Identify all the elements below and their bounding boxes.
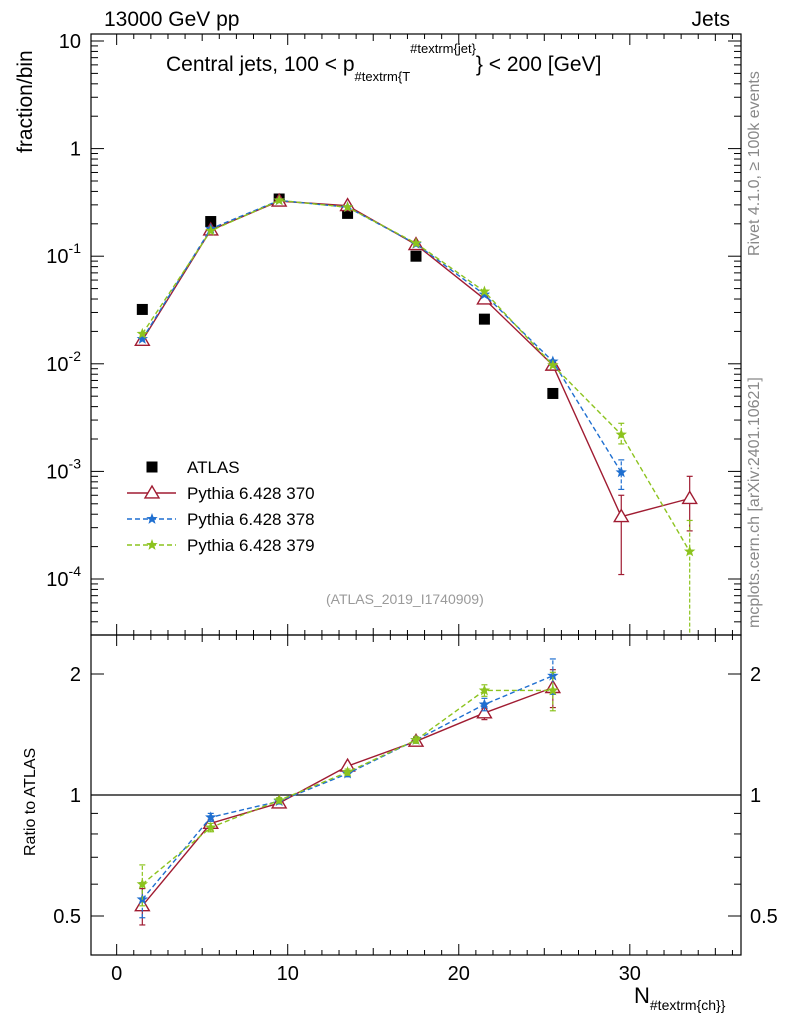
x-axis-label-subscript: #textrm{ch}} xyxy=(649,997,726,1013)
ratio-data-point xyxy=(273,794,285,806)
data-point xyxy=(136,303,148,315)
data-point xyxy=(547,359,559,371)
legend-label: Pythia 6.428 379 xyxy=(187,536,315,555)
series-pythia-6.428-378 xyxy=(136,194,627,491)
ratio-y-tick-label-right: 1 xyxy=(750,785,761,807)
legend-item: Pythia 6.428 378 xyxy=(127,510,315,529)
ratio-data-point xyxy=(547,684,559,696)
y-tick-label: 10-3 xyxy=(46,455,81,483)
ratio-series-pythia-6.428-379 xyxy=(136,671,559,907)
ratio-y-tick-label-right: 2 xyxy=(750,664,761,686)
ratio-ylabel: Ratio to ATLAS xyxy=(22,747,39,856)
analysis-watermark: (ATLAS_2019_I1740909) xyxy=(326,591,484,607)
data-point xyxy=(410,237,422,249)
y-tick-label: 1 xyxy=(70,139,81,161)
legend-marker xyxy=(143,484,161,499)
ratio-series-group xyxy=(134,658,562,926)
header-right-label: Jets xyxy=(691,8,730,31)
legend-marker xyxy=(146,539,158,550)
chart-title: Central jets, 100 < p#textrm{T #textrm{je… xyxy=(166,41,602,84)
ratio-y-tick-label-left: 1 xyxy=(70,785,81,807)
legend-item: ATLAS xyxy=(146,458,240,477)
ratio-data-point xyxy=(547,669,559,681)
data-point xyxy=(273,194,285,206)
main-ylabel: fraction/bin xyxy=(14,50,37,153)
ratio-data-point xyxy=(136,878,149,890)
chart-title-superscript: #textrm{jet} xyxy=(410,41,476,56)
series-pythia-6.428-379 xyxy=(136,194,696,635)
ratio-data-point xyxy=(205,811,217,823)
x-tick-label: 30 xyxy=(619,963,641,985)
x-axis-label: N#textrm{ch}} xyxy=(634,983,725,1013)
data-point xyxy=(341,201,354,213)
data-point xyxy=(613,508,630,523)
y-tick-label: 10-2 xyxy=(46,348,81,376)
ratio-data-point xyxy=(478,684,491,696)
data-point xyxy=(478,285,491,297)
main-plot-panel: 10 1 10-1 10-2 10-3 10-4 ATLAS Pythia 6.428 370… xyxy=(46,31,742,636)
data-point xyxy=(683,545,696,557)
data-point xyxy=(410,250,422,262)
legend-marker xyxy=(146,461,158,473)
x-tick-label: 10 xyxy=(277,963,299,985)
legend-marker xyxy=(146,513,158,524)
mcplots-reference-note: mcplots.cern.ch [arXiv:2401.10621] xyxy=(746,377,763,628)
data-point xyxy=(478,313,490,325)
ratio-y-tick-label-left: 0.5 xyxy=(53,906,81,928)
series-atlas xyxy=(136,193,559,399)
legend-item: Pythia 6.428 379 xyxy=(127,536,315,555)
legend-label: Pythia 6.428 378 xyxy=(187,510,315,529)
x-tick-label: 0 xyxy=(111,963,122,985)
ratio-data-point xyxy=(478,698,491,710)
data-point xyxy=(205,216,217,228)
y-tick-label: 10 xyxy=(59,31,81,53)
data-point xyxy=(615,466,627,478)
x-tick-label: 20 xyxy=(448,963,470,985)
ratio-y-tick-label-left: 2 xyxy=(70,664,81,686)
ratio-data-point xyxy=(410,734,422,745)
data-point xyxy=(205,224,217,236)
legend-item: Pythia 6.428 370 xyxy=(127,484,315,503)
ratio-data-point xyxy=(341,766,354,777)
data-point xyxy=(342,207,354,219)
chart-title-subscript: #textrm{T xyxy=(354,69,411,84)
ratio-series-pythia-6.428-378 xyxy=(136,658,559,919)
y-tick-label: 10-4 xyxy=(46,563,81,591)
ratio-series-line xyxy=(141,686,554,907)
ratio-series-line xyxy=(141,689,553,885)
legend-label: ATLAS xyxy=(187,458,240,477)
ratio-series-pythia-6.428-370 xyxy=(134,669,562,926)
ratio-series-line xyxy=(141,675,554,900)
ratio-data-point xyxy=(476,704,493,719)
legend-label: Pythia 6.428 370 xyxy=(187,484,315,503)
header-left-label: 13000 GeV pp xyxy=(104,8,240,31)
ratio-plot-panel: 0 10 20 30 0.5 0.5 1 1 2 2 xyxy=(53,634,778,985)
chart-title-tail: } < 200 [GeV] xyxy=(475,53,602,76)
chart-title-main: Central jets, 100 < p xyxy=(166,53,355,76)
data-point xyxy=(547,387,559,399)
data-point xyxy=(136,333,149,344)
ratio-y-tick-label-right: 0.5 xyxy=(750,906,778,928)
data-point xyxy=(136,327,149,339)
data-point xyxy=(681,490,698,505)
data-point xyxy=(615,428,627,440)
y-tick-label: 10-1 xyxy=(46,240,81,268)
x-axis-label-main: N xyxy=(634,983,650,1008)
series-line xyxy=(141,199,622,473)
legend-group: ATLAS Pythia 6.428 370 Pythia 6.428 378 Pyt… xyxy=(127,458,315,555)
main-series-group xyxy=(134,192,698,635)
ratio-data-point xyxy=(205,821,217,833)
rivet-version-note: Rivet 4.1.0, ≥ 100k events xyxy=(746,71,763,256)
